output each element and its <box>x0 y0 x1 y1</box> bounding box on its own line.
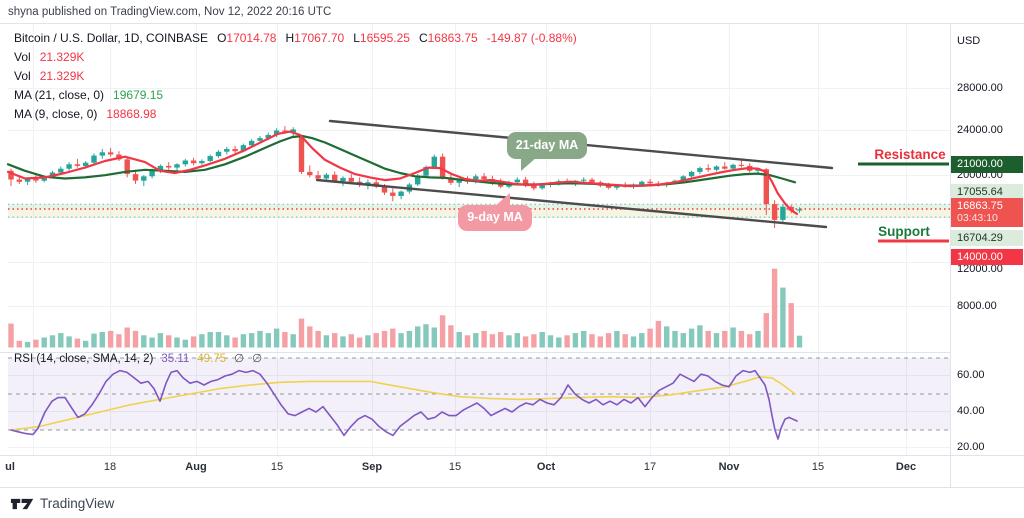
time-tick-15: 15 <box>448 461 462 473</box>
rsi-empty-value-1: ∅ <box>234 353 245 365</box>
legend-symbol-row[interactable]: Bitcoin / U.S. Dollar, 1D, COINBASE O1701… <box>14 29 577 47</box>
legend-ma9-row[interactable]: MA (9, close, 0) 18868.98 <box>14 105 577 123</box>
level-low-badge: 16704.29 <box>951 230 1023 246</box>
tradingview-brand-text[interactable]: TradingView <box>40 496 115 511</box>
low-value: 16595.25 <box>359 31 410 45</box>
open-label: O <box>217 31 227 45</box>
chart-legend: Bitcoin / U.S. Dollar, 1D, COINBASE O1701… <box>14 29 577 124</box>
ma21-callout[interactable]: 21-day MA <box>507 132 587 171</box>
volume-value: 21.329K <box>39 69 85 83</box>
legend-volume-row-1[interactable]: Vol 21.329K <box>14 48 577 66</box>
time-tick-17: 17 <box>643 461 657 473</box>
time-tick-ul: ul <box>5 461 15 473</box>
open-value: 17014.78 <box>226 31 277 45</box>
time-tick-18: 18 <box>103 461 117 473</box>
candles <box>8 126 803 229</box>
pane-separators <box>0 23 1024 488</box>
ma9-value: 18868.98 <box>106 107 157 121</box>
price-tick-28000.00: 28000.00 <box>957 82 1003 94</box>
price-tick-60.00: 60.00 <box>957 369 985 381</box>
time-tick-nov: Nov <box>718 461 740 473</box>
rsi-lines <box>10 369 798 440</box>
rsi-empty-value-2: ∅ <box>252 353 263 365</box>
close-label: C <box>418 31 428 45</box>
rsi-ma-value: 49.75 <box>197 353 227 365</box>
time-tick-dec: Dec <box>895 461 917 473</box>
price-tick-20.00: 20.00 <box>957 441 985 453</box>
ma9-label: MA (9, close, 0) <box>14 107 98 121</box>
high-value: 17067.70 <box>294 31 345 45</box>
price-tick-24000.00: 24000.00 <box>957 124 1003 136</box>
symbol-title: Bitcoin / U.S. Dollar, 1D, COINBASE <box>14 31 209 45</box>
low-label: L <box>353 31 360 45</box>
price-tick-12000.00: 12000.00 <box>957 263 1003 275</box>
tradingview-logo-icon[interactable] <box>10 495 36 512</box>
legend-volume-row-2[interactable]: Vol 21.329K <box>14 67 577 85</box>
ma9-callout[interactable]: 9-day MA <box>458 193 532 231</box>
time-tick-15: 15 <box>811 461 825 473</box>
resistance-label[interactable]: Resistance <box>874 147 946 162</box>
published-header: shyna published on TradingView.com, Nov … <box>8 6 332 18</box>
rsi-title: RSI (14, close, SMA, 14, 2) <box>14 353 154 365</box>
rsi-pane <box>8 357 950 431</box>
support-price-badge: 14000.00 <box>951 249 1023 265</box>
ma21-value: 19679.15 <box>113 88 164 102</box>
time-tick-sep: Sep <box>361 461 383 473</box>
legend-ma21-row[interactable]: MA (21, close, 0) 19679.15 <box>14 86 577 104</box>
volume-value: 21.329K <box>39 50 85 64</box>
high-label: H <box>285 31 295 45</box>
current-price-badge: 16863.75 03:43:10 <box>951 197 1023 227</box>
rsi-value: 35.11 <box>161 353 190 365</box>
close-value: 16863.75 <box>427 31 478 45</box>
volume-label: Vol <box>14 50 31 64</box>
resistance-price-badge: 21000.00 <box>951 155 1023 173</box>
price-tick-usd: USD <box>957 35 981 47</box>
support-label[interactable]: Support <box>878 224 930 239</box>
level-high-badge: 17055.64 <box>951 184 1023 200</box>
support-resistance-lines <box>858 162 949 243</box>
change-value: -149.87 (-0.88%) <box>486 31 577 45</box>
volume-label: Vol <box>14 69 31 83</box>
volume-bars <box>8 268 803 348</box>
time-tick-15: 15 <box>270 461 284 473</box>
gridlines <box>8 23 950 455</box>
price-tick-8000.00: 8000.00 <box>957 300 997 312</box>
time-tick-aug: Aug <box>185 461 207 473</box>
price-tick-40.00: 40.00 <box>957 405 985 417</box>
ma21-label: MA (21, close, 0) <box>14 88 105 102</box>
rsi-legend-row[interactable]: RSI (14, close, SMA, 14, 2) 35.11 49.75 ∅ ∅ <box>14 351 262 365</box>
moving-averages <box>6 130 799 215</box>
time-tick-oct: Oct <box>536 461 556 473</box>
